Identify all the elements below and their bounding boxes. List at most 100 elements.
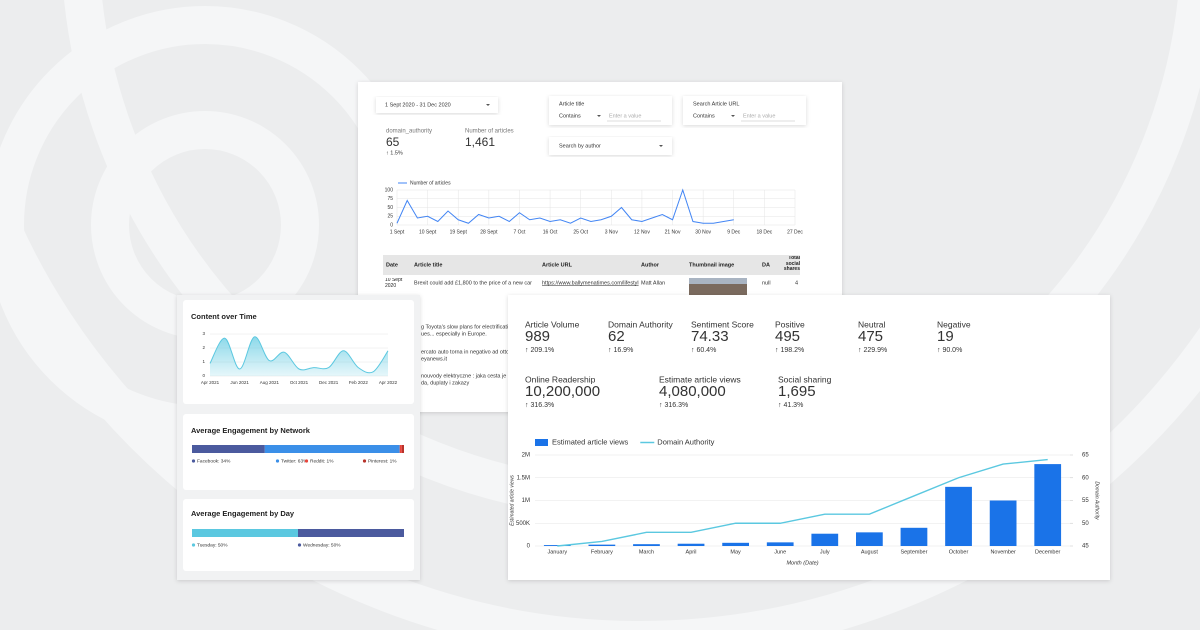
bar-segment <box>298 529 404 537</box>
line-series <box>396 188 734 224</box>
legend-dot <box>191 543 196 547</box>
bar <box>722 542 749 546</box>
x-tick-label: 12 Nov <box>634 229 650 235</box>
x-tick-label: 30 Nov <box>695 229 711 235</box>
metric-value: 4,080,000 <box>659 383 726 400</box>
x-tick-label: June <box>774 549 786 555</box>
legend-dot <box>362 459 367 463</box>
filter-label: Search Article URL <box>693 101 739 107</box>
metric-label: Social sharing <box>778 374 832 384</box>
x-tick-label: Aug 2021 <box>260 380 280 385</box>
cell-date: 10 Sept 2020 <box>385 278 403 289</box>
views-chart: 0 500K 1M 1.5M 2M 45 50 55 60 65 Estimated article… <box>509 437 1099 566</box>
bar-segment <box>401 445 404 453</box>
bar <box>945 486 972 546</box>
y2-axis-title: Domain Authority <box>1094 481 1100 520</box>
metric-change: ↑ 16.9% <box>608 347 633 354</box>
metric-value: 495 <box>775 328 800 345</box>
kpi-change: ↑ 1.5% <box>386 150 403 156</box>
metric-label: Positive <box>775 319 805 329</box>
filter-operator[interactable]: Contains <box>693 113 715 119</box>
legend-swatch <box>535 439 548 446</box>
engagement-panel: Content over Time 0 1 2 3 Apr 2021 Jun 2021 Aug… <box>177 295 420 580</box>
legend-label: Twitter: 63% <box>281 458 308 464</box>
metric-change: ↑ 198.2% <box>775 347 804 354</box>
x-tick-label: July <box>820 549 830 555</box>
x-tick-label: January <box>548 549 568 555</box>
caret <box>486 104 490 106</box>
x-tick-label: March <box>639 549 654 555</box>
metric-label: Neutral <box>858 319 886 329</box>
cell-shares: 4 <box>795 280 798 286</box>
author-filter[interactable] <box>549 137 672 155</box>
y2-tick-label: 65 <box>1082 453 1089 459</box>
filter-card <box>683 96 806 125</box>
filter-card <box>549 96 672 125</box>
x-tick-label: October <box>949 549 969 555</box>
metric-label: Online Readership <box>525 374 596 384</box>
metric-change: ↑ 41.3% <box>778 402 803 409</box>
y-tick-label: 0 <box>527 544 531 550</box>
x-tick-label: 9 Dec <box>727 229 741 235</box>
cell-url[interactable]: https://www.ballymenatimes.com/lifestyl <box>542 280 639 286</box>
caret <box>731 115 735 117</box>
chart-title: Content over Time <box>191 312 257 321</box>
card <box>183 300 414 404</box>
filter-input[interactable]: Enter a value <box>609 113 641 119</box>
legend-label: Reddit: 1% <box>310 458 334 464</box>
date-picker[interactable] <box>376 97 498 113</box>
caret <box>597 115 601 117</box>
metric-label: Sentiment Score <box>691 319 754 329</box>
kpi-value: 1,461 <box>465 135 495 149</box>
legend-label: Wednesday: 50% <box>303 542 341 548</box>
x-tick-label: February <box>591 549 613 555</box>
x-tick-label: Apr 2022 <box>379 380 398 385</box>
filter-input[interactable]: Enter a value <box>743 113 775 119</box>
metric-change: ↑ 209.1% <box>525 347 554 354</box>
x-tick-label: Dec 2021 <box>319 380 339 385</box>
x-tick-label: 19 Sept <box>450 229 468 235</box>
y-tick-label: 2M <box>522 453 530 459</box>
column-header: Article URL <box>542 262 573 268</box>
x-tick-label: Feb 2022 <box>349 380 369 385</box>
y-tick-label: 0 <box>202 373 205 378</box>
x-tick-label: 7 Oct <box>513 229 526 235</box>
y-tick-label: 25 <box>387 214 393 220</box>
cell-title: g Toyota's slow plans for electrificatio… <box>421 324 519 330</box>
legend-dot <box>191 459 196 463</box>
metric-label: Negative <box>937 319 971 329</box>
kpi-label: Number of articles <box>465 129 514 135</box>
y2-tick-label: 45 <box>1082 544 1089 550</box>
articles-chart: 0 25 50 75 100 1 Sept 10 Sept 19 Sept 28 Sept 7 O… <box>385 180 804 235</box>
cell-title: eyanews.it <box>421 356 447 362</box>
cell-title: Brexit could add £1,800 to the price of … <box>414 280 532 286</box>
chart-title: Average Engagement by Day <box>191 509 295 518</box>
bar <box>989 500 1017 546</box>
filter-label: Article title <box>559 101 584 107</box>
legend-dot <box>275 459 280 463</box>
legend-dot <box>297 543 302 547</box>
x-axis-title: Month (Date) <box>786 560 818 566</box>
x-tick-label: August <box>861 549 879 555</box>
x-tick-label: 27 Dec <box>787 229 803 235</box>
date-range: 1 Sept 2020 - 31 Dec 2020 <box>385 102 451 108</box>
y-tick-label: 50 <box>387 205 393 211</box>
metric-value: 62 <box>608 328 625 345</box>
cell-title: ues... especially in Europe. <box>421 331 487 337</box>
legend-label: Estimated article views <box>552 437 629 446</box>
metric-change: ↑ 316.3% <box>525 402 554 409</box>
x-tick-label: 18 Dec <box>756 229 772 235</box>
author-filter-label: Search by author <box>559 143 601 149</box>
filter-operator[interactable]: Contains <box>559 113 581 119</box>
y-tick-label: 500K <box>516 521 530 527</box>
x-tick-label: September <box>901 549 928 555</box>
area-line <box>209 336 389 374</box>
y-tick-label: 75 <box>387 196 393 202</box>
metric-change: ↑ 229.9% <box>858 347 887 354</box>
metric-label: Estimate article views <box>659 374 741 384</box>
bar <box>900 527 928 546</box>
kpi-value: 65 <box>386 135 400 149</box>
x-tick-label: 28 Sept <box>480 229 498 235</box>
legend-label: Tuesday: 50% <box>197 542 228 548</box>
x-tick-label: 21 Nov <box>665 229 681 235</box>
